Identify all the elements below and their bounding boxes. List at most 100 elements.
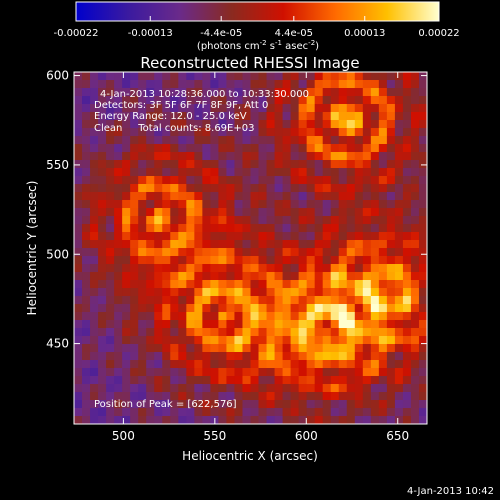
heatmap-cell <box>386 376 396 385</box>
heatmap-cell <box>250 112 260 121</box>
heatmap-cell <box>162 408 171 417</box>
heatmap-cell <box>410 128 420 137</box>
heatmap-cell <box>330 208 340 217</box>
heatmap-cell <box>306 112 316 121</box>
heatmap-cell <box>282 368 292 377</box>
heatmap-cell <box>394 368 404 377</box>
heatmap-cell <box>314 288 324 297</box>
heatmap-cell <box>282 136 292 145</box>
heatmap-cell <box>242 368 252 377</box>
heatmap-cell <box>106 208 115 217</box>
heatmap-cell <box>370 336 380 345</box>
heatmap-cell <box>346 208 356 217</box>
heatmap-cell <box>258 272 268 281</box>
heatmap-cell <box>154 72 163 81</box>
heatmap-cell <box>242 136 252 145</box>
heatmap-cell <box>74 176 83 185</box>
heatmap-cell <box>378 128 388 137</box>
heatmap-cell <box>82 88 91 97</box>
heatmap-cell <box>194 256 203 265</box>
heatmap-cell <box>378 312 388 321</box>
heatmap-cell <box>250 416 260 424</box>
heatmap-cell <box>282 280 292 289</box>
heatmap-cell <box>154 376 163 385</box>
heatmap-cell <box>114 160 123 169</box>
heatmap-cell <box>394 296 404 305</box>
heatmap-cell <box>362 344 372 353</box>
heatmap-cell <box>370 192 380 201</box>
heatmap-cell <box>298 416 308 424</box>
heatmap-cell <box>74 392 83 401</box>
heatmap-cell <box>354 256 364 265</box>
heatmap-cell <box>418 112 427 121</box>
heatmap-cell <box>74 128 83 137</box>
heatmap-cell <box>162 152 171 161</box>
heatmap-cell <box>210 224 220 233</box>
heatmap-cell <box>186 392 195 401</box>
heatmap-cell <box>170 80 179 89</box>
heatmap-cell <box>98 80 107 89</box>
heatmap-cell <box>226 96 236 105</box>
heatmap-cell <box>98 144 107 153</box>
heatmap-cell <box>306 152 316 161</box>
heatmap-cell <box>138 224 147 233</box>
heatmap-cell <box>218 400 228 409</box>
heatmap-cell <box>266 336 276 345</box>
heatmap-cell <box>354 112 364 121</box>
heatmap-cell <box>258 304 268 313</box>
heatmap-cell <box>122 416 131 424</box>
heatmap-cell <box>210 336 220 345</box>
heatmap-cell <box>410 256 420 265</box>
heatmap-cell <box>194 224 203 233</box>
heatmap-cell <box>306 160 316 169</box>
heatmap-cell <box>138 264 147 273</box>
heatmap-cell <box>202 168 211 177</box>
heatmap-cell <box>258 152 268 161</box>
heatmap-cell <box>250 96 260 105</box>
heatmap-cell <box>322 320 332 329</box>
y-tick-label: 600 <box>46 69 69 83</box>
heatmap-cell <box>90 296 99 305</box>
heatmap-cell <box>218 112 228 121</box>
heatmap-cell <box>418 200 427 209</box>
heatmap-cell <box>274 72 284 81</box>
heatmap-cell <box>194 416 203 424</box>
heatmap-cell <box>290 376 300 385</box>
heatmap-cell <box>258 88 268 97</box>
heatmap-cell <box>394 144 404 153</box>
heatmap-cell <box>242 120 252 129</box>
heatmap-cell <box>178 184 187 193</box>
heatmap-cell <box>186 120 195 129</box>
heatmap-cell <box>258 392 268 401</box>
heatmap-cell <box>314 320 324 329</box>
heatmap-cell <box>242 384 252 393</box>
x-tick-label: 650 <box>386 429 409 443</box>
heatmap-cell <box>234 320 244 329</box>
heatmap-cell <box>186 328 195 337</box>
heatmap-cell <box>338 184 348 193</box>
heatmap-cell <box>178 128 187 137</box>
heatmap-cell <box>402 248 412 257</box>
heatmap-cell <box>146 384 155 393</box>
heatmap-cell <box>346 368 356 377</box>
heatmap-cell <box>338 128 348 137</box>
heatmap-cell <box>162 312 171 321</box>
heatmap-cell <box>266 168 276 177</box>
heatmap-cell <box>114 152 123 161</box>
heatmap-cell <box>242 344 252 353</box>
heatmap-cell <box>314 232 324 241</box>
heatmap-cell <box>314 264 324 273</box>
heatmap-cell <box>306 104 316 113</box>
heatmap-cell <box>210 352 220 361</box>
heatmap-cell <box>242 88 252 97</box>
heatmap-cell <box>186 96 195 105</box>
heatmap-cell <box>306 344 316 353</box>
heatmap-cell <box>274 240 284 249</box>
heatmap-cell <box>370 376 380 385</box>
heatmap-cell <box>418 248 427 257</box>
heatmap-cell <box>410 184 420 193</box>
heatmap-cell <box>354 320 364 329</box>
heatmap-cell <box>410 408 420 417</box>
heatmap-cell <box>410 336 420 345</box>
heatmap-cell <box>330 280 340 289</box>
